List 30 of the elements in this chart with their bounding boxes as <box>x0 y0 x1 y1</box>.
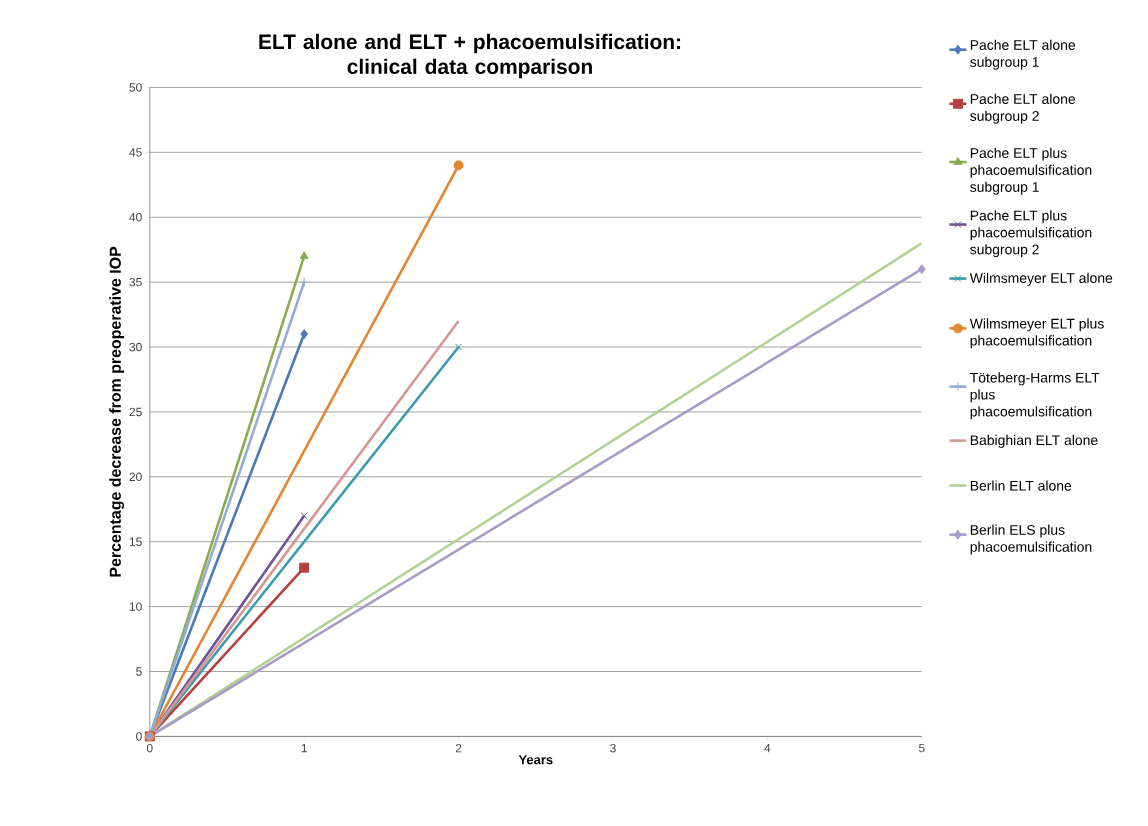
x-tick-label: 5 <box>918 743 925 753</box>
y-tick-label: 20 <box>129 472 142 482</box>
y-tick-label: 25 <box>129 407 142 417</box>
legend-label: Pache ELT plus phacoemulsification subgroup 2 <box>970 210 1092 258</box>
y-tick-label: 15 <box>129 537 142 546</box>
y-tick-label: 0 <box>136 732 142 741</box>
x-tick-label: 1 <box>301 743 307 753</box>
y-axis-title: Percentage decrease from preoperative IOP <box>109 246 125 577</box>
y-tick-label: 5 <box>136 667 142 676</box>
legend-label: Töteberg-Harms ELT plus phacoemulsification <box>970 372 1100 420</box>
legend-label: Pache ELT plus phacoemulsification subgroup 1 <box>970 147 1092 195</box>
legend-label: Wilmsmeyer ELT plus phacoemulsification <box>969 318 1104 349</box>
y-tick-label: 10 <box>129 602 142 611</box>
legend-label: Berlin ELT alone <box>970 480 1072 491</box>
x-tick-label: 4 <box>764 743 771 753</box>
chart-title: ELT alone and ELT + phacoemulsification: clinical data comparison <box>259 33 681 79</box>
y-tick-label: 50 <box>129 83 142 92</box>
y-tick-label: 30 <box>129 342 142 352</box>
y-tick-label: 45 <box>129 148 142 157</box>
x-tick-label: 2 <box>455 743 462 753</box>
y-tick-label: 40 <box>129 213 142 222</box>
legend-label: Pache ELT alone subgroup 1 <box>970 39 1076 70</box>
x-tick-label: 3 <box>610 743 616 753</box>
y-tick-label: 35 <box>129 277 142 287</box>
legend-label: Wilmsmeyer ELT alone <box>969 272 1113 286</box>
x-axis-title: Years <box>518 755 553 765</box>
legend-label: Babighian ELT alone <box>970 434 1098 448</box>
legend-label: Berlin ELS plus phacoemulsification <box>970 524 1092 555</box>
legend-label: Pache ELT alone subgroup 2 <box>970 93 1076 124</box>
x-tick-label: 0 <box>146 743 153 753</box>
